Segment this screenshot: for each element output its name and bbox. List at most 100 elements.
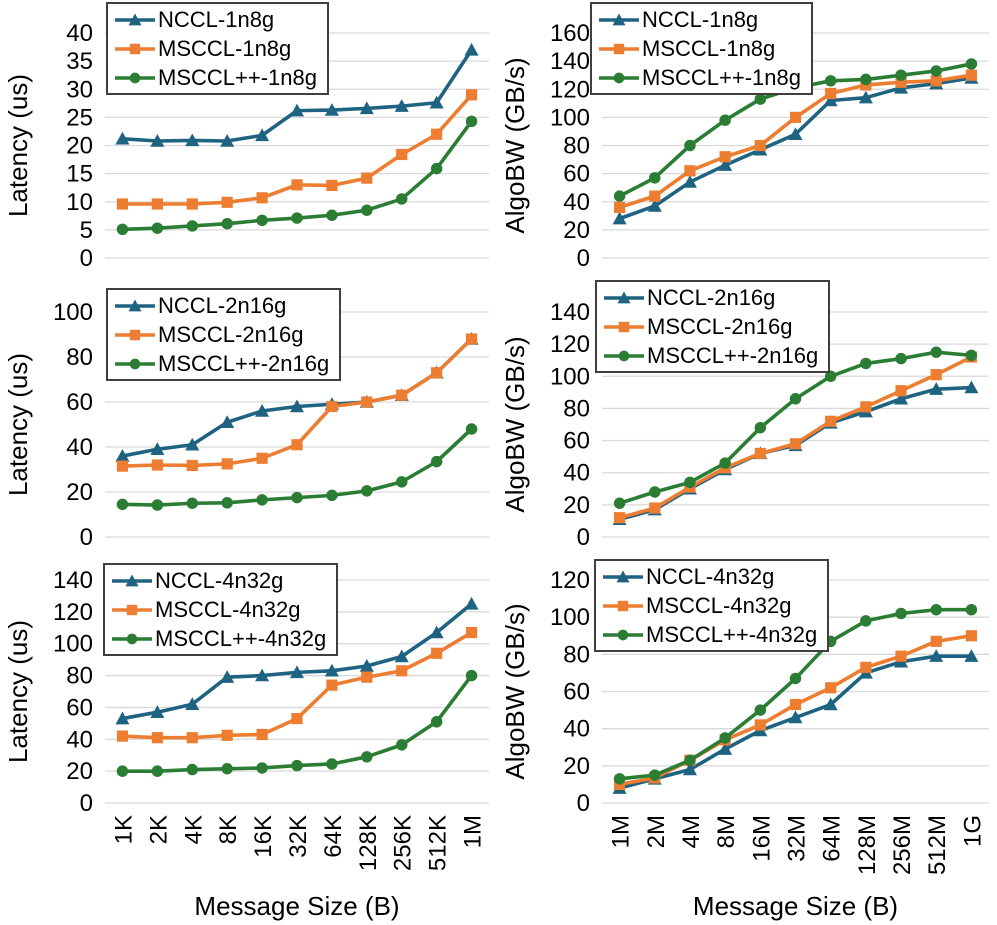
svg-text:40: 40 <box>66 434 93 461</box>
legend-item: MSCCL-1n8g <box>113 34 317 63</box>
nccl-line-marker-icon <box>603 570 643 582</box>
msccl-line-marker-icon <box>599 43 639 54</box>
legend-label: MSCCL-1n8g <box>158 35 292 61</box>
legend: NCCL-4n32g MSCCL-4n32g MSCCL++-4n32g <box>103 563 339 656</box>
legend: NCCL-2n16g MSCCL-2n16g MSCCL++-2n16g <box>106 288 342 381</box>
mscclpp-line-marker-icon <box>115 358 155 369</box>
msccl-line-marker-icon <box>112 604 152 615</box>
svg-text:20: 20 <box>66 479 93 506</box>
svg-text:30: 30 <box>66 76 93 103</box>
legend-item: NCCL-2n16g <box>602 283 818 312</box>
svg-text:8M: 8M <box>713 815 740 848</box>
svg-text:120: 120 <box>53 599 93 626</box>
svg-text:40: 40 <box>66 726 93 753</box>
msccl-line-marker-icon <box>115 329 155 340</box>
nccl-line-marker-icon <box>599 13 639 25</box>
svg-text:60: 60 <box>563 679 590 706</box>
panel-algobw-4n32g: 0 20 40 60 80 100 120 AlgoBW (GB/s) 1M 2M 4M 8M 16M 3… <box>497 546 997 925</box>
svg-text:0: 0 <box>80 790 93 817</box>
legend-label: NCCL-4n32g <box>646 563 775 589</box>
legend-label: MSCCL++-1n8g <box>642 64 801 90</box>
svg-text:60: 60 <box>66 389 93 416</box>
svg-text:2M: 2M <box>643 815 670 848</box>
svg-text:80: 80 <box>66 344 93 371</box>
svg-text:1M: 1M <box>460 815 487 848</box>
legend-label: NCCL-2n16g <box>158 292 287 318</box>
svg-text:20: 20 <box>563 492 590 519</box>
svg-text:100: 100 <box>550 363 590 390</box>
legend-item: NCCL-4n32g <box>601 562 817 591</box>
panel-latency-4n32g: 0 20 40 60 80 100 120 140 Latency (us) 1K 2K 4K 8K 16… <box>0 546 497 925</box>
legend-item: MSCCL++-4n32g <box>110 624 326 653</box>
legend: NCCL-1n8g MSCCL-1n8g MSCCL++-1n8g <box>106 2 329 95</box>
svg-text:100: 100 <box>550 604 590 631</box>
legend-item: MSCCL++-1n8g <box>113 63 317 92</box>
legend-label: MSCCL-1n8g <box>642 35 776 61</box>
svg-text:AlgoBW (GB/s): AlgoBW (GB/s) <box>500 603 530 779</box>
legend-label: NCCL-1n8g <box>158 6 275 32</box>
svg-text:4M: 4M <box>678 815 705 848</box>
legend-label: MSCCL-4n32g <box>646 592 792 618</box>
svg-text:64K: 64K <box>320 815 347 858</box>
legend-item: NCCL-4n32g <box>110 566 326 595</box>
svg-text:80: 80 <box>563 133 590 160</box>
svg-text:128K: 128K <box>355 815 382 871</box>
svg-text:AlgoBW (GB/s): AlgoBW (GB/s) <box>500 57 530 233</box>
legend-item: NCCL-2n16g <box>113 291 329 320</box>
svg-text:512K: 512K <box>425 815 452 871</box>
legend-item: MSCCL++-4n32g <box>601 620 817 649</box>
panel-algobw-2n16g: 0 20 40 60 80 100 120 140 AlgoBW (GB/s) NCCL-2n1… <box>497 266 997 546</box>
legend-item: NCCL-1n8g <box>113 5 317 34</box>
svg-text:Message Size (B): Message Size (B) <box>194 891 399 921</box>
svg-text:32M: 32M <box>784 815 811 862</box>
svg-text:32K: 32K <box>285 815 312 858</box>
svg-text:140: 140 <box>550 48 590 75</box>
svg-text:120: 120 <box>550 567 590 594</box>
legend-label: NCCL-1n8g <box>642 6 759 32</box>
svg-text:35: 35 <box>66 48 93 75</box>
legend-label: MSCCL++-4n32g <box>155 625 327 651</box>
legend-label: NCCL-2n16g <box>647 284 776 310</box>
svg-text:60: 60 <box>563 161 590 188</box>
svg-text:1M: 1M <box>608 815 635 848</box>
svg-text:140: 140 <box>550 299 590 326</box>
svg-text:100: 100 <box>53 299 93 326</box>
svg-text:2K: 2K <box>145 815 172 844</box>
svg-text:120: 120 <box>550 331 590 358</box>
legend-label: MSCCL++-2n16g <box>158 350 330 376</box>
svg-text:256K: 256K <box>390 815 417 871</box>
svg-text:140: 140 <box>53 567 93 594</box>
legend-item: MSCCL-4n32g <box>601 591 817 620</box>
svg-text:Message Size (B): Message Size (B) <box>693 891 898 921</box>
nccl-line-marker-icon <box>115 13 155 25</box>
svg-text:Latency (us): Latency (us) <box>3 74 33 217</box>
svg-text:160: 160 <box>550 20 590 47</box>
svg-text:10: 10 <box>66 189 93 216</box>
svg-text:120: 120 <box>550 76 590 103</box>
legend-label: MSCCL++-2n16g <box>647 342 819 368</box>
svg-text:25: 25 <box>66 104 93 131</box>
svg-text:512M: 512M <box>924 815 951 875</box>
svg-text:40: 40 <box>563 189 590 216</box>
legend: NCCL-4n32g MSCCL-4n32g MSCCL++-4n32g <box>594 559 830 652</box>
legend-label: MSCCL-4n32g <box>155 596 301 622</box>
svg-text:100: 100 <box>550 104 590 131</box>
legend: NCCL-2n16g MSCCL-2n16g MSCCL++-2n16g <box>595 280 831 373</box>
msccl-line-marker-icon <box>603 600 643 611</box>
svg-text:0: 0 <box>577 790 590 817</box>
svg-text:16M: 16M <box>748 815 775 862</box>
svg-text:20: 20 <box>563 753 590 780</box>
legend-item: MSCCL-4n32g <box>110 595 326 624</box>
svg-text:100: 100 <box>53 631 93 658</box>
svg-text:64M: 64M <box>819 815 846 862</box>
legend-label: MSCCL-2n16g <box>647 313 793 339</box>
svg-text:60: 60 <box>563 428 590 455</box>
svg-text:128M: 128M <box>854 815 881 875</box>
mscclpp-line-marker-icon <box>112 633 152 644</box>
svg-text:40: 40 <box>563 716 590 743</box>
svg-text:20: 20 <box>66 758 93 785</box>
svg-text:5: 5 <box>80 217 93 244</box>
legend-item: NCCL-1n8g <box>597 5 801 34</box>
